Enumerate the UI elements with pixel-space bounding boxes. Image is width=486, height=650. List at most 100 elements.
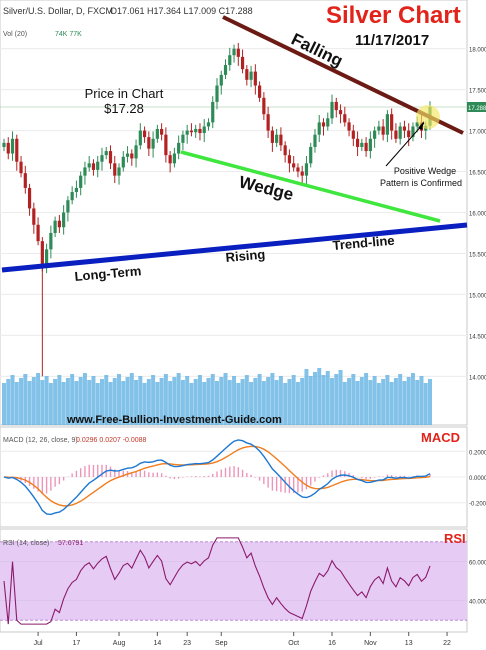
volume-bar	[257, 374, 262, 425]
volume-bar	[91, 376, 96, 425]
chart-date: 11/17/2017	[355, 32, 429, 49]
candle-body	[249, 71, 253, 80]
x-axis: Jul 17 Aug 14 23 Sep Oct 16 Nov 13 22	[34, 632, 451, 647]
candle-body	[96, 161, 100, 170]
candle-body	[321, 122, 326, 127]
price-value: $17.28	[104, 101, 144, 116]
macd-tick-label: -0.2000	[469, 502, 486, 508]
candle-body	[189, 130, 194, 133]
volume-bar	[330, 378, 335, 425]
candle-body	[411, 126, 415, 138]
candle-body	[138, 130, 142, 146]
volume-bar	[23, 374, 28, 425]
volume-bar	[31, 377, 36, 425]
callout-pointer	[385, 122, 425, 167]
volume-bar	[317, 368, 322, 425]
volume-bar	[253, 378, 258, 425]
candle-body	[198, 128, 202, 134]
volume-bar	[287, 379, 292, 425]
volume-bar	[36, 373, 41, 425]
macd-line	[3, 439, 431, 516]
volume-bar	[185, 376, 190, 425]
volume-bar	[99, 379, 104, 425]
y-tick-label: 16.500	[469, 171, 486, 177]
rsi-band	[0, 541, 467, 621]
candle-body	[177, 142, 181, 154]
candle-body	[121, 156, 125, 168]
volume-bar	[117, 374, 122, 425]
volume-bar	[261, 381, 266, 425]
volume-bar	[121, 381, 126, 425]
rsi-value: 57.6791	[58, 540, 83, 547]
candle-body	[147, 137, 151, 149]
volume-bar	[159, 378, 164, 425]
volume-bar	[351, 374, 356, 425]
volume-bar	[44, 376, 49, 425]
candle-body	[36, 224, 40, 242]
volume-bar	[95, 383, 100, 425]
volume-bar	[57, 375, 62, 425]
volume-bar	[283, 383, 288, 425]
candle-body	[373, 130, 377, 139]
candle-body	[134, 145, 138, 159]
candle-body	[155, 128, 159, 139]
breakout-highlight	[416, 105, 440, 129]
volume-bar	[155, 382, 160, 425]
volume-bar	[402, 381, 407, 425]
x-tick-label: 16	[328, 640, 336, 647]
candle-body	[19, 161, 23, 174]
website-label: www.Free-Bullion-Investment-Guide.com	[66, 414, 282, 426]
candle-body	[168, 155, 172, 164]
candle-body	[181, 134, 185, 143]
volume-bar	[180, 380, 185, 425]
candle-body	[347, 122, 351, 131]
volume-bar	[372, 376, 377, 425]
volume-bar	[236, 383, 241, 425]
y-tick-label: 16.000	[469, 212, 486, 218]
volume-bar	[232, 376, 237, 425]
last-price-tag	[467, 101, 486, 112]
volume-bar	[82, 373, 87, 425]
volume-bar	[385, 375, 390, 425]
volume-bar	[142, 383, 147, 425]
candle-body	[130, 153, 134, 159]
candle-body	[236, 48, 240, 57]
trend-line-label: Trend-line	[332, 233, 395, 253]
volume-bar	[70, 374, 75, 425]
candle-body	[125, 153, 130, 157]
candle-body	[215, 85, 219, 102]
candle-body	[309, 146, 313, 164]
candle-body	[6, 142, 10, 154]
rsi-plot: 60.0000 40.0000	[0, 537, 486, 625]
candle-body	[283, 145, 287, 156]
y-tick-label: 14.000	[469, 375, 486, 381]
volume-bar	[338, 370, 343, 425]
volume-bar	[6, 379, 11, 425]
volume-bar	[398, 374, 403, 425]
candlesticks	[2, 42, 432, 377]
volume-bar	[312, 372, 317, 425]
candle-body	[360, 142, 364, 147]
volume-bar	[125, 377, 130, 425]
y-tick-label: 17.500	[469, 89, 486, 95]
candle-body	[194, 128, 198, 133]
candle-body	[355, 138, 360, 147]
candle-body	[398, 126, 402, 139]
volume-bar	[240, 379, 245, 425]
volume-bar	[355, 381, 360, 425]
positive-wedge-label: Positive Wedge	[394, 166, 456, 176]
volume-bar	[19, 378, 24, 425]
volume-bar	[342, 382, 347, 425]
ohlc-readout: O17.061 H17.364 L17.009 C17.288	[110, 6, 253, 16]
candle-body	[104, 151, 108, 156]
volume-bar	[138, 376, 143, 425]
volume-bar	[176, 373, 181, 425]
volume-values: 74K 77K	[55, 31, 82, 38]
volume-bar	[227, 380, 232, 425]
volume-bar	[428, 379, 432, 425]
volume-bar	[291, 375, 296, 425]
candle-body	[10, 138, 15, 154]
volume-bar	[210, 374, 215, 425]
